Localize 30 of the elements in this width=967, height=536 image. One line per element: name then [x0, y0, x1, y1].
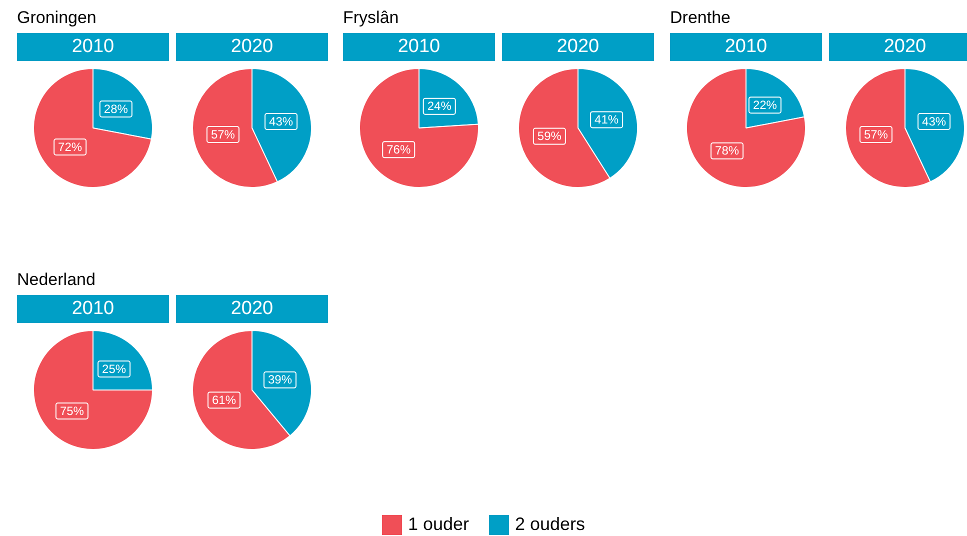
slice-label: 2010 — [343, 33, 495, 61]
data-label: 57% — [210, 127, 236, 142]
text: Nederland — [17, 270, 96, 291]
slice-label: 2010 — [17, 295, 169, 323]
legend-label: 1 ouder — [408, 514, 469, 535]
slice-label: 2020 — [176, 295, 328, 323]
data-label: 76% — [386, 142, 411, 156]
data-label: 28% — [104, 102, 128, 116]
data-label: 72% — [58, 140, 82, 154]
data-label: 75% — [60, 404, 84, 418]
data-label: 24% — [427, 99, 452, 114]
data-label: 57% — [864, 127, 888, 142]
data-label: 25% — [102, 362, 126, 376]
slice-label: 2020 — [502, 33, 654, 61]
slice-label: 2010 — [17, 33, 169, 61]
data-label: 39% — [268, 372, 292, 387]
data-label: 43% — [922, 114, 946, 128]
text: Drenthe — [670, 8, 732, 29]
slice-label: 2010 — [670, 33, 822, 61]
data-label: 41% — [594, 112, 619, 127]
data-label: 78% — [715, 144, 740, 158]
data-label: 59% — [537, 129, 562, 144]
text: Fryslân — [343, 8, 400, 29]
data-label: 43% — [269, 114, 294, 128]
slice-label: 2020 — [176, 33, 328, 61]
data-label: 61% — [212, 392, 236, 407]
text: Groningen — [17, 8, 98, 29]
slice-label: 2020 — [829, 33, 967, 61]
data-label: 22% — [752, 98, 778, 112]
legend-label: 2 ouders — [515, 514, 586, 535]
